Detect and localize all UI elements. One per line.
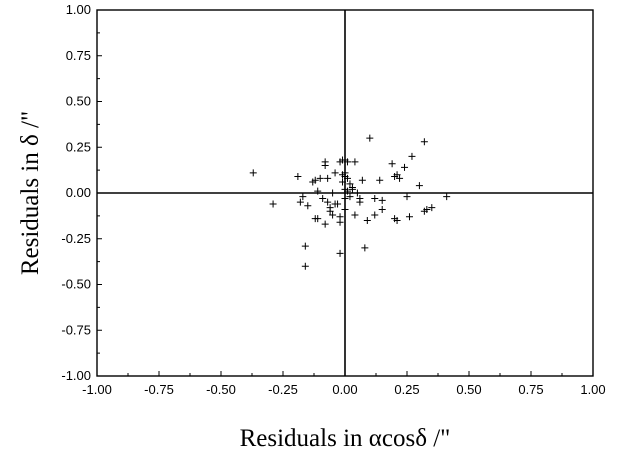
data-points	[249, 134, 451, 270]
data-point	[336, 218, 344, 226]
data-point	[314, 215, 322, 223]
data-point	[415, 182, 423, 190]
data-point	[343, 158, 351, 166]
data-point	[329, 211, 337, 219]
y-tick-label: 1.00	[66, 2, 91, 17]
data-point	[376, 176, 384, 184]
data-point	[353, 189, 361, 197]
x-tick-labels: -1.00 -0.75 -0.50 -0.25 0.00 0.25 0.50 0.75 1.00	[82, 382, 605, 397]
data-point	[363, 216, 371, 224]
data-point	[316, 174, 324, 182]
data-point	[336, 249, 344, 257]
data-point	[249, 169, 257, 177]
data-point	[366, 134, 374, 142]
y-tick-label: -0.50	[61, 277, 91, 292]
data-point	[294, 173, 302, 181]
y-axis-title: Residuals in δ /"	[17, 111, 44, 275]
x-tick-label: -0.25	[268, 382, 298, 397]
data-point	[403, 193, 411, 201]
x-tick-label: 0.25	[394, 382, 419, 397]
y-tick-label: 0.50	[66, 94, 91, 109]
data-point	[301, 262, 309, 270]
data-point	[299, 193, 307, 201]
data-point	[346, 180, 354, 188]
data-point	[388, 160, 396, 168]
data-point	[343, 174, 351, 182]
data-point	[378, 205, 386, 213]
data-point	[405, 213, 413, 221]
data-point	[356, 198, 364, 206]
data-point	[324, 198, 332, 206]
x-tick-label: 0.00	[332, 382, 357, 397]
data-point	[358, 176, 366, 184]
data-point	[341, 205, 349, 213]
data-point	[269, 200, 277, 208]
data-point	[301, 242, 309, 250]
x-tick-label: 0.75	[518, 382, 543, 397]
data-point	[319, 194, 327, 202]
data-point	[348, 185, 356, 193]
x-tick-label: 1.00	[580, 382, 605, 397]
y-tick-label: -1.00	[61, 368, 91, 383]
y-tick-label: 0.00	[66, 185, 91, 200]
data-point	[351, 211, 359, 219]
data-point	[393, 216, 401, 224]
data-point	[331, 169, 339, 177]
x-tick-label: 0.50	[456, 382, 481, 397]
data-point	[324, 174, 332, 182]
data-point	[428, 204, 436, 212]
data-point	[341, 194, 349, 202]
data-point	[408, 152, 416, 160]
data-point	[334, 200, 342, 208]
x-tick-label: -0.75	[144, 382, 174, 397]
data-point	[314, 187, 322, 195]
y-tick-label: -0.75	[61, 322, 91, 337]
data-point	[321, 220, 329, 228]
data-point	[378, 196, 386, 204]
data-point	[443, 193, 451, 201]
axis-ticks	[96, 9, 594, 377]
data-point	[420, 138, 428, 146]
data-point	[311, 176, 319, 184]
data-point	[321, 158, 329, 166]
data-point	[371, 194, 379, 202]
data-point	[351, 158, 359, 166]
y-tick-label: 0.75	[66, 48, 91, 63]
data-point	[343, 187, 351, 195]
x-axis-title: Residuals in αcosδ /"	[240, 425, 451, 452]
data-point	[346, 193, 354, 201]
data-point	[329, 189, 337, 197]
data-point	[396, 174, 404, 182]
data-point	[304, 202, 312, 210]
data-point	[423, 205, 431, 213]
data-point	[339, 178, 347, 186]
y-tick-label: 0.25	[66, 139, 91, 154]
x-tick-label: -0.50	[206, 382, 236, 397]
data-point	[296, 198, 304, 206]
data-point	[393, 171, 401, 179]
data-point	[371, 211, 379, 219]
data-point	[326, 204, 334, 212]
data-point	[401, 163, 409, 171]
y-tick-labels: 1.00 0.75 0.50 0.25 0.00 -0.25 -0.50 -0.75 -1.00	[61, 2, 91, 383]
x-tick-label: -1.00	[82, 382, 112, 397]
data-point	[361, 244, 369, 252]
y-tick-label: -0.25	[61, 231, 91, 246]
